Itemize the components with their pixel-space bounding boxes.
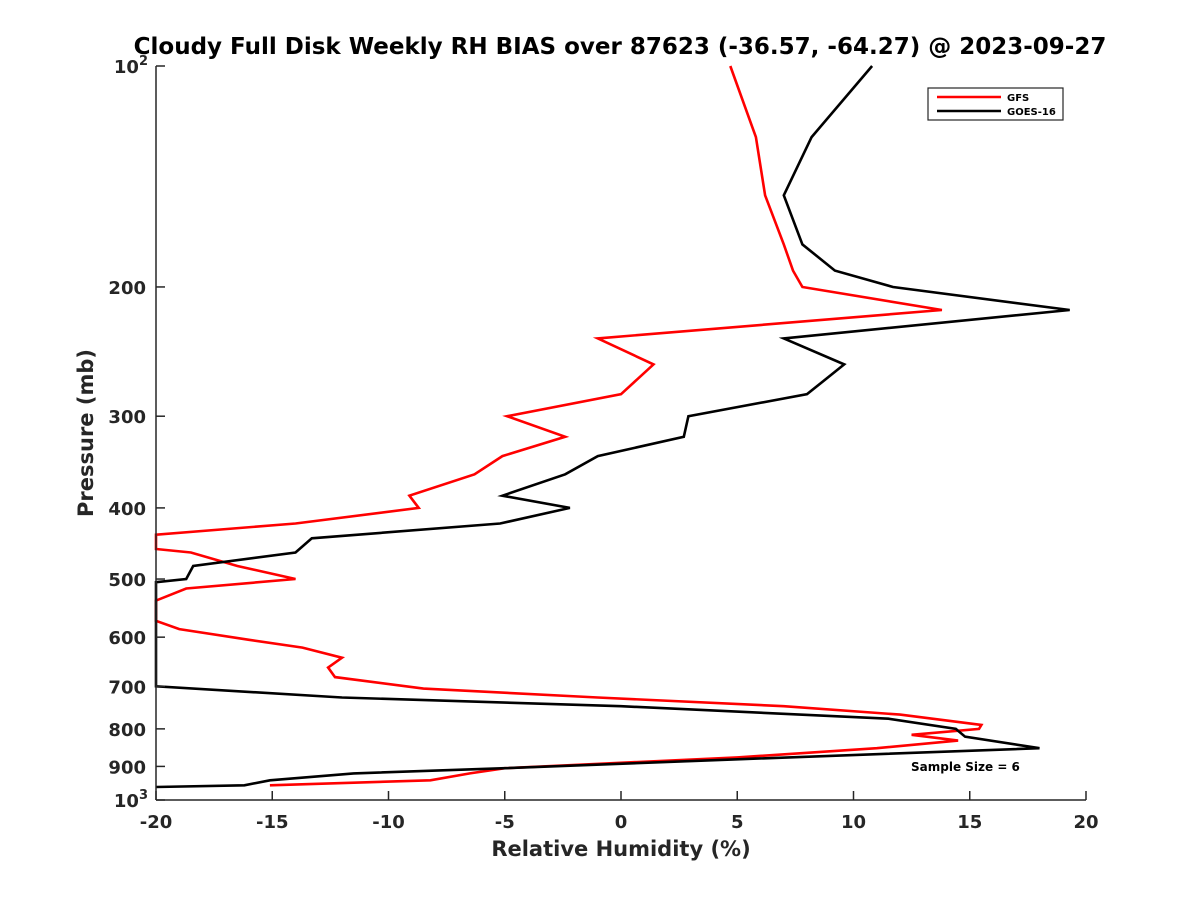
y-tick-label: 200 [108, 278, 146, 299]
x-axis-label: Relative Humidity (%) [491, 837, 750, 861]
legend: GFS GOES-16 [927, 87, 1064, 121]
y-tick-label: 500 [108, 570, 146, 591]
chart-title: Cloudy Full Disk Weekly RH BIAS over 876… [134, 34, 1107, 60]
series-line-gfs [154, 65, 984, 787]
x-tick-label: -10 [372, 812, 405, 833]
x-tick-label: 0 [615, 812, 628, 833]
y-tick-label: 600 [108, 628, 146, 649]
legend-box [927, 87, 1064, 121]
y-tick-label: 300 [108, 407, 146, 428]
series-line-goes16 [154, 65, 1070, 789]
x-tick-label: -5 [495, 812, 515, 833]
sample-size-annotation: Sample Size = 6 [911, 760, 1020, 774]
x-tick-label: 10 [841, 812, 866, 833]
x-ticks: -20 -15 -10 -5 0 5 10 15 20 [140, 791, 1099, 833]
y-tick-label: 400 [108, 499, 146, 520]
y-axis-label: Pressure (mb) [74, 349, 98, 517]
legend-label-gfs: GFS [1007, 93, 1029, 104]
x-tick-label: 5 [731, 812, 744, 833]
y-ticks: 102 200 300 400 500 600 700 800 900 103 [108, 54, 165, 812]
legend-label-goes16: GOES-16 [1007, 107, 1056, 118]
y-tick-label: 700 [108, 677, 146, 698]
y-tick-label: 103 [114, 788, 148, 812]
x-tick-label: 15 [957, 812, 982, 833]
y-tick-label: 900 [108, 757, 146, 778]
x-tick-label: 20 [1073, 812, 1098, 833]
y-tick-label: 102 [114, 54, 148, 78]
x-tick-label: -15 [256, 812, 289, 833]
x-tick-label: -20 [140, 812, 173, 833]
y-tick-label: 800 [108, 720, 146, 741]
series-lines [154, 65, 1070, 789]
